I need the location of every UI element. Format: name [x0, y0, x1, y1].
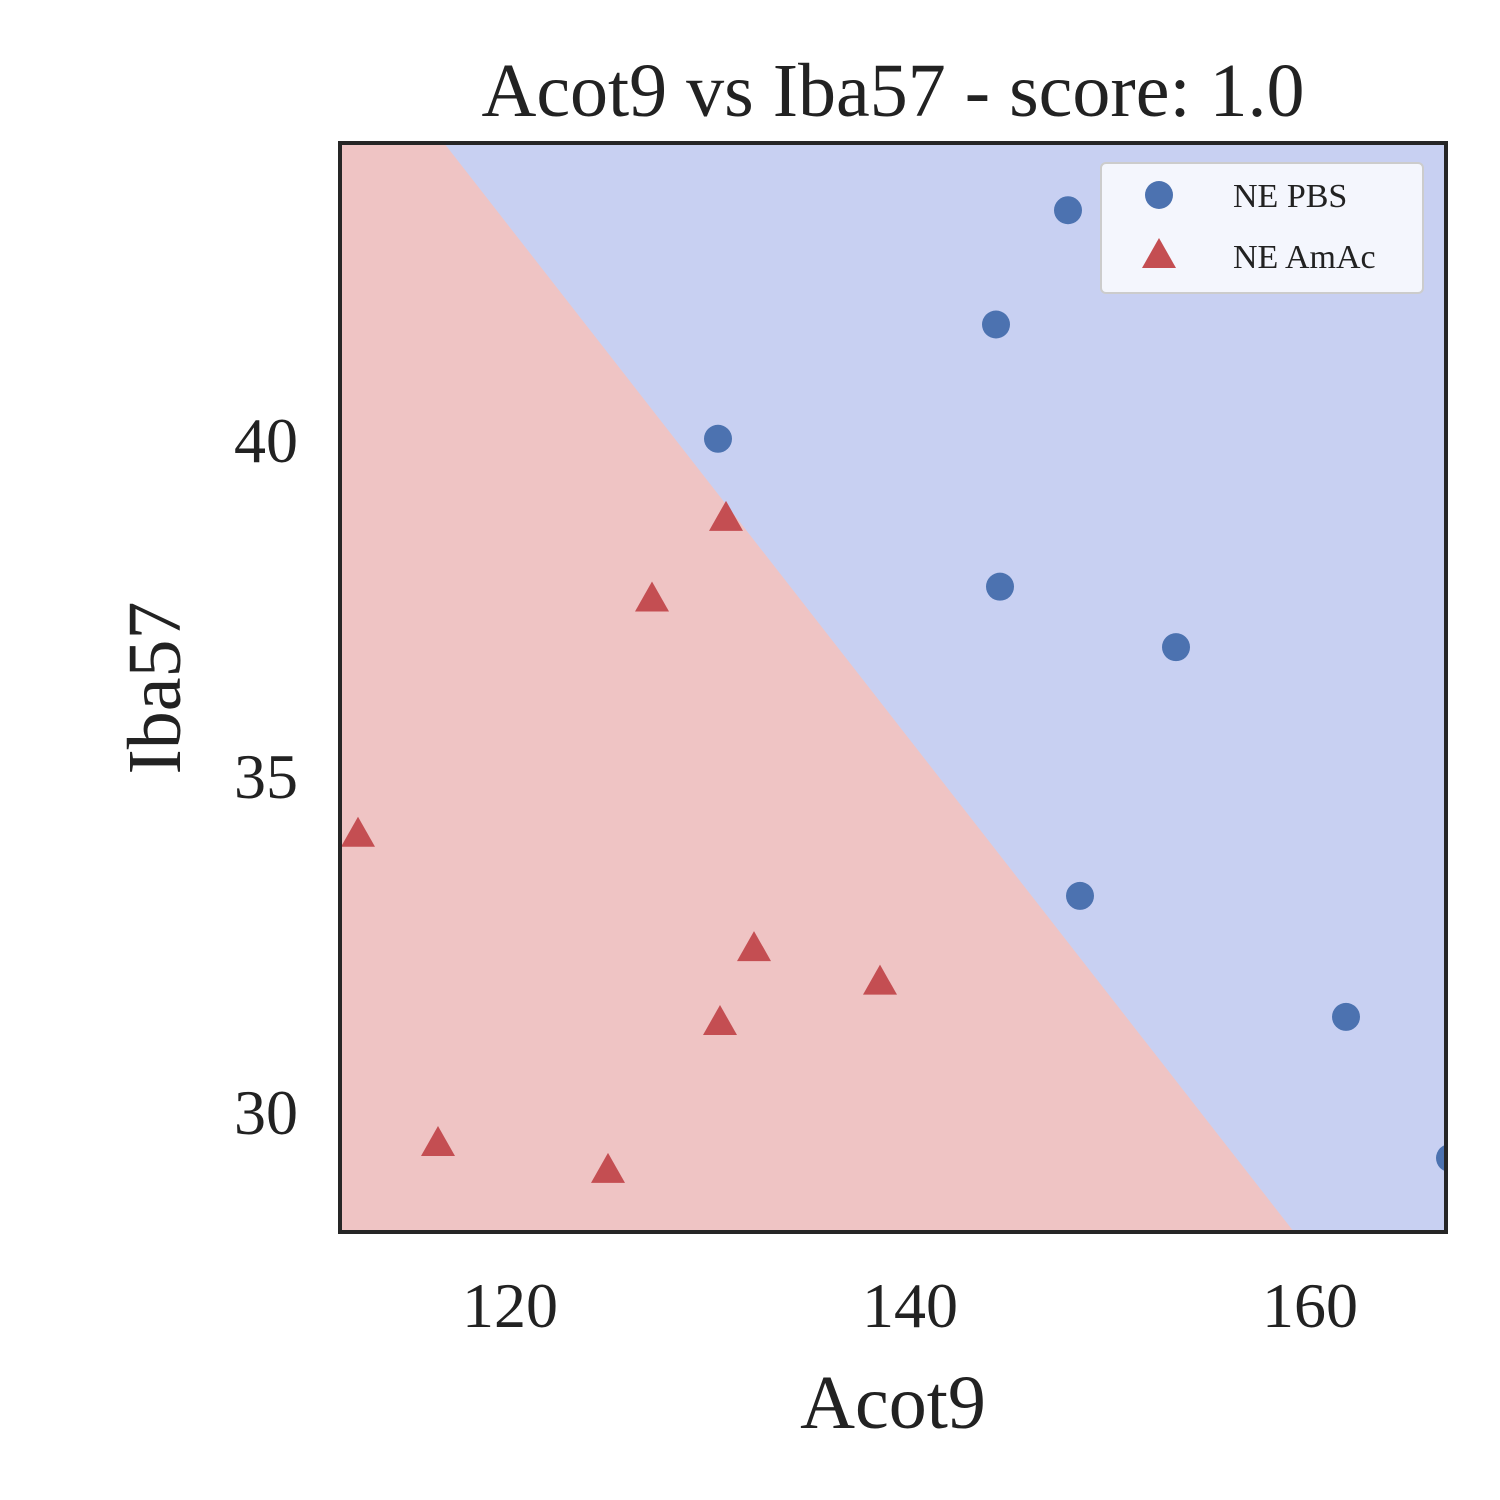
- y-axis-label: Iba57: [113, 601, 197, 774]
- point-ne-amac-3: [737, 931, 771, 962]
- point-ne-pbs-5: [1066, 881, 1094, 910]
- data-points: [341, 196, 1446, 1183]
- x-axis-label: Acot9: [800, 1361, 986, 1445]
- legend-label-0: NE PBS: [1233, 178, 1347, 215]
- plot-frame: [338, 141, 1448, 1234]
- point-ne-pbs-2: [704, 424, 732, 453]
- legend-marker-0: [1145, 181, 1173, 209]
- legend-label-1: NE AmAc: [1233, 239, 1376, 276]
- point-ne-amac-4: [863, 964, 897, 995]
- point-ne-pbs-1: [982, 310, 1010, 339]
- point-ne-amac-5: [703, 1005, 737, 1036]
- region-ne-amac: [340, 143, 1294, 1232]
- point-ne-pbs-0: [1054, 196, 1082, 225]
- point-ne-pbs-3: [986, 572, 1014, 601]
- point-ne-pbs-7: [1436, 1144, 1446, 1172]
- point-ne-amac-1: [635, 581, 669, 612]
- x-tick-0: 120: [462, 1270, 558, 1341]
- y-tick-2: 40: [234, 405, 298, 476]
- y-tick-labels: 30 35 40: [234, 405, 298, 1148]
- point-ne-amac-0: [709, 500, 743, 531]
- y-tick-1: 35: [234, 741, 298, 812]
- y-tick-0: 30: [234, 1077, 298, 1148]
- legend-box: [1100, 162, 1424, 294]
- point-ne-pbs-6: [1332, 1002, 1360, 1031]
- chart-title: Acot9 vs Iba57 - score: 1.0: [481, 49, 1304, 133]
- point-ne-pbs-4: [1162, 633, 1190, 662]
- point-ne-amac-7: [591, 1152, 625, 1183]
- point-ne-amac-2: [341, 816, 375, 847]
- x-tick-1: 140: [862, 1270, 958, 1341]
- plot-area: [338, 141, 1448, 1234]
- legend: NE PBS NE AmAc: [1100, 162, 1424, 294]
- x-tick-2: 160: [1262, 1270, 1358, 1341]
- x-tick-labels: 120 140 160: [462, 1270, 1358, 1341]
- point-ne-amac-6: [421, 1126, 455, 1157]
- legend-marker-1: [1142, 238, 1176, 268]
